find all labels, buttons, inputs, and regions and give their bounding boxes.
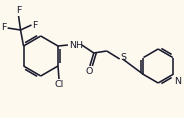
Text: F: F xyxy=(1,23,7,32)
Text: F: F xyxy=(33,21,38,30)
Text: F: F xyxy=(16,6,21,15)
Text: NH: NH xyxy=(69,40,83,49)
Text: N: N xyxy=(174,76,181,86)
Text: Cl: Cl xyxy=(54,80,64,89)
Text: S: S xyxy=(121,53,127,63)
Text: O: O xyxy=(85,67,93,76)
